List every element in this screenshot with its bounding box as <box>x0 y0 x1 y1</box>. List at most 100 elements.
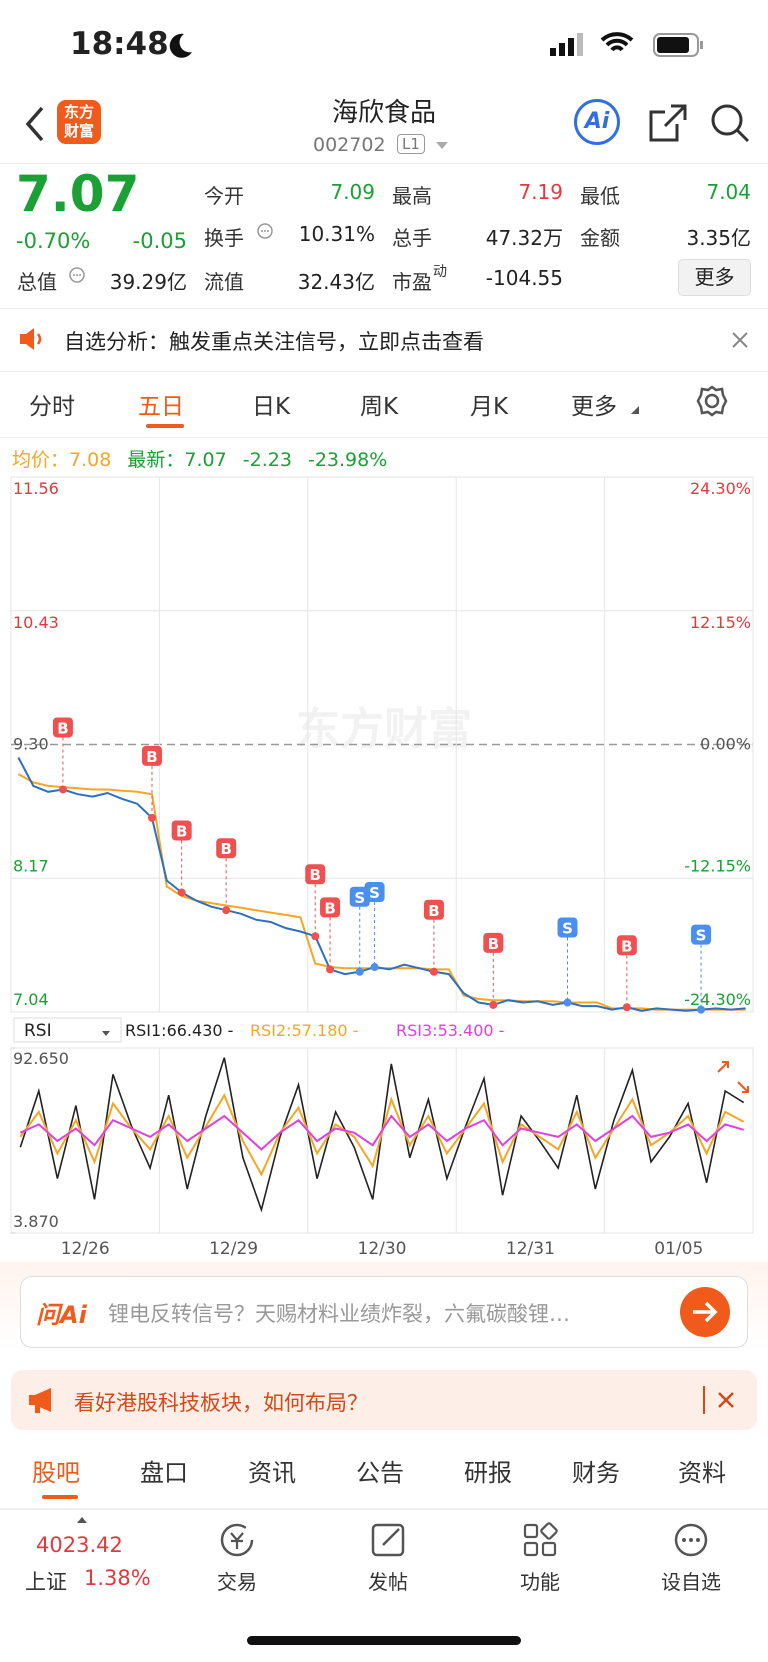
stock-code: 002702 <box>313 134 386 156</box>
share-button[interactable] <box>647 102 689 144</box>
bottom-tab[interactable]: 股吧 <box>32 1459 80 1487</box>
rsi-frame <box>10 1047 754 1234</box>
close-button[interactable] <box>731 331 749 349</box>
divider <box>0 308 768 309</box>
watermark: 东方财富 <box>296 704 472 755</box>
y2-tick-label: 24.30% <box>690 479 751 498</box>
rsi-line <box>19 1092 745 1177</box>
up-caret <box>77 1517 87 1523</box>
tab-active[interactable]: 五日 <box>138 394 184 420</box>
field-label: 总值 <box>17 270 57 294</box>
field-value: 7.09 <box>330 180 375 204</box>
signal-box <box>616 935 637 956</box>
y-tick-label: 10.43 <box>13 613 59 632</box>
last-price: 7.07 <box>16 165 140 223</box>
bottom-tab[interactable]: 资料 <box>678 1459 726 1487</box>
chart: 东方财富 7.04 8.17 9.30 10.43 11.56 -24.30% -12.15… <box>10 476 754 1259</box>
rsi-line <box>19 1114 744 1151</box>
avg-value: 7.08 <box>69 449 112 471</box>
field-value: 47.32万 <box>485 226 563 250</box>
speaker-icon <box>20 328 42 350</box>
field-value: 10.31% <box>298 222 375 246</box>
field-label: 最高 <box>392 184 432 208</box>
search-button[interactable] <box>709 102 751 144</box>
rsi-selector <box>13 1017 122 1043</box>
field-label: 金额 <box>580 226 620 250</box>
nav-label[interactable]: 交易 <box>217 1570 257 1594</box>
y2-tick-label: -12.15% <box>684 856 751 875</box>
moon-icon <box>169 33 192 58</box>
notice-text[interactable]: 自选分析：触发重点关注信号，立即点击查看 <box>64 330 484 354</box>
signal-box <box>691 924 712 945</box>
chart-legend: 均价：7.08 最新：7.07 -2.23 -23.98% <box>12 445 387 472</box>
bottom-tab[interactable]: 公告 <box>356 1459 404 1487</box>
legend-change: -2.23 <box>242 449 292 471</box>
function-icon[interactable] <box>521 1521 559 1559</box>
signal-dot <box>355 967 364 976</box>
rsi-legend: RSI2:57.180 - <box>250 1021 358 1040</box>
signal-dot <box>311 932 320 941</box>
expand-icon <box>717 1061 749 1093</box>
trade-icon[interactable] <box>218 1521 256 1559</box>
nav-label[interactable]: 发帖 <box>368 1570 408 1594</box>
post-icon[interactable] <box>369 1521 407 1559</box>
rsi-legend: RSI1:66.430 - <box>125 1021 233 1040</box>
legend-change-pct: -23.98% <box>307 449 388 471</box>
signal-dot <box>697 1005 706 1014</box>
nav-label[interactable]: 功能 <box>520 1570 560 1594</box>
ai-input[interactable] <box>20 1276 748 1348</box>
signal-label: B <box>428 902 439 920</box>
signal-label: S <box>562 920 573 938</box>
field-label: 最低 <box>580 184 620 208</box>
promo-banner[interactable] <box>11 1370 757 1430</box>
signal-label: B <box>488 935 499 953</box>
ai-button[interactable]: Ai <box>574 99 620 145</box>
ai-prompt: 锂电反转信号？天赐材料业绩炸裂，六氟碳酸锂… <box>108 1302 570 1326</box>
ai-send[interactable] <box>679 1286 731 1338</box>
signal-box <box>423 899 444 920</box>
dropdown[interactable] <box>435 140 449 150</box>
tab[interactable]: 日K <box>252 394 291 420</box>
field-value: 32.43亿 <box>297 270 375 294</box>
signal-box <box>483 932 504 953</box>
more-button[interactable]: 更多 <box>678 259 751 296</box>
y-tick-label: 7.04 <box>13 990 49 1009</box>
x-tick-label: 12/29 <box>209 1239 258 1259</box>
field-value: 3.35亿 <box>686 226 751 250</box>
signal-label: B <box>146 748 157 766</box>
promo-text: 看好港股科技板块，如何布局？ <box>74 1391 368 1415</box>
settings-button[interactable] <box>695 384 729 418</box>
separator <box>703 1386 705 1414</box>
divider <box>0 163 768 164</box>
bottom-tab[interactable]: 财务 <box>572 1459 620 1487</box>
bottom-tab[interactable]: 盘口 <box>140 1459 188 1487</box>
info-icon[interactable] <box>256 222 274 240</box>
tab[interactable]: 更多 <box>571 394 617 420</box>
signal-dot <box>622 1003 631 1012</box>
field-label: 流值 <box>204 270 244 294</box>
index-name: 上证 <box>25 1570 67 1594</box>
tab[interactable]: 分时 <box>29 394 75 420</box>
tab[interactable]: 周K <box>360 394 399 420</box>
signal-label: S <box>354 889 365 907</box>
back-button[interactable] <box>22 104 48 144</box>
watchlist-icon[interactable] <box>672 1521 710 1559</box>
y2-tick-label: -24.30% <box>684 990 751 1009</box>
signal-dot <box>563 998 572 1007</box>
info-icon[interactable] <box>68 266 86 284</box>
y2-tick-label: 0.00% <box>700 735 751 754</box>
signal-label: B <box>310 866 321 884</box>
promo-close[interactable] <box>717 1391 735 1409</box>
field-value: -104.55 <box>485 266 563 290</box>
avg-label: 均价： <box>12 449 70 471</box>
bottom-tab[interactable]: 研报 <box>464 1459 512 1487</box>
tab[interactable]: 月K <box>470 394 509 420</box>
nav-label[interactable]: 设自选 <box>661 1570 721 1594</box>
tab-caret <box>631 406 639 414</box>
level-badge: L1 <box>397 134 425 154</box>
bottom-tab[interactable]: 资讯 <box>248 1459 296 1487</box>
rsi-tick-label: 3.870 <box>13 1212 59 1231</box>
ai-logo: 问Ai <box>36 1301 87 1329</box>
field-label: 今开 <box>204 184 244 208</box>
